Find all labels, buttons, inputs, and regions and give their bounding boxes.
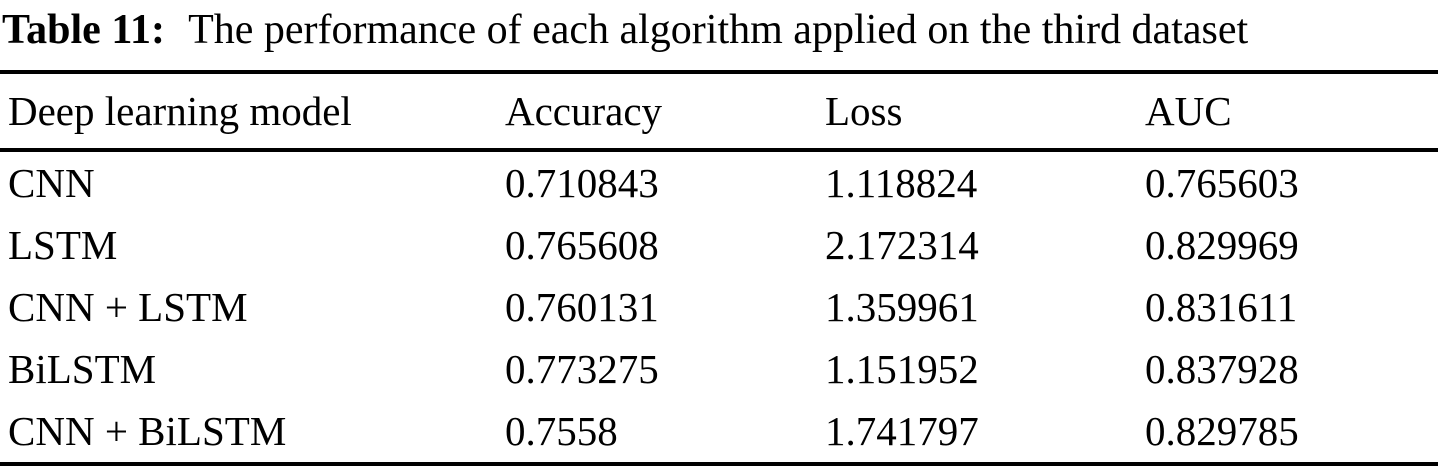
performance-table: Deep learning model Accuracy Loss AUC CN… <box>0 70 1438 466</box>
table-row-cnn: CNN 0.710843 1.118824 0.765603 <box>0 150 1438 214</box>
cell-loss: 2.172314 <box>825 222 979 268</box>
cell-loss: 1.118824 <box>825 160 978 206</box>
cell-accuracy: 0.710843 <box>505 160 659 206</box>
cell-auc: 0.831611 <box>1145 284 1298 330</box>
cell-auc: 0.829785 <box>1145 408 1299 454</box>
table-header-row: Deep learning model Accuracy Loss AUC <box>0 72 1438 152</box>
cell-model: LSTM <box>8 222 118 268</box>
cell-accuracy: 0.765608 <box>505 222 659 268</box>
cell-accuracy: 0.7558 <box>505 408 618 454</box>
cell-auc: 0.837928 <box>1145 346 1299 392</box>
cell-model: CNN + LSTM <box>8 284 248 330</box>
column-header-accuracy: Accuracy <box>505 72 825 152</box>
table-row-cnn-lstm: CNN + LSTM 0.760131 1.359961 0.831611 <box>0 276 1438 338</box>
column-header-model: Deep learning model <box>0 72 505 152</box>
cell-loss: 1.151952 <box>825 346 979 392</box>
table-caption-text: The performance of each algorithm applie… <box>188 7 1249 53</box>
cell-model: BiLSTM <box>8 346 157 392</box>
cell-auc: 0.765603 <box>1145 160 1299 206</box>
column-header-loss: Loss <box>825 72 1145 152</box>
table-caption-label: Table 11: <box>2 7 165 53</box>
cell-accuracy: 0.773275 <box>505 346 659 392</box>
table-row-cnn-bilstm: CNN + BiLSTM 0.7558 1.741797 0.829785 <box>0 400 1438 464</box>
cell-model: CNN + BiLSTM <box>8 408 287 454</box>
table-row-lstm: LSTM 0.765608 2.172314 0.829969 <box>0 214 1438 276</box>
cell-auc: 0.829969 <box>1145 222 1299 268</box>
cell-loss: 1.741797 <box>825 408 979 454</box>
cell-loss: 1.359961 <box>825 284 979 330</box>
column-header-auc: AUC <box>1145 72 1438 152</box>
table-caption: Table 11: The performance of each algorit… <box>0 0 1438 56</box>
cell-accuracy: 0.760131 <box>505 284 659 330</box>
cell-model: CNN <box>8 160 95 206</box>
table-row-bilstm: BiLSTM 0.773275 1.151952 0.837928 <box>0 338 1438 400</box>
